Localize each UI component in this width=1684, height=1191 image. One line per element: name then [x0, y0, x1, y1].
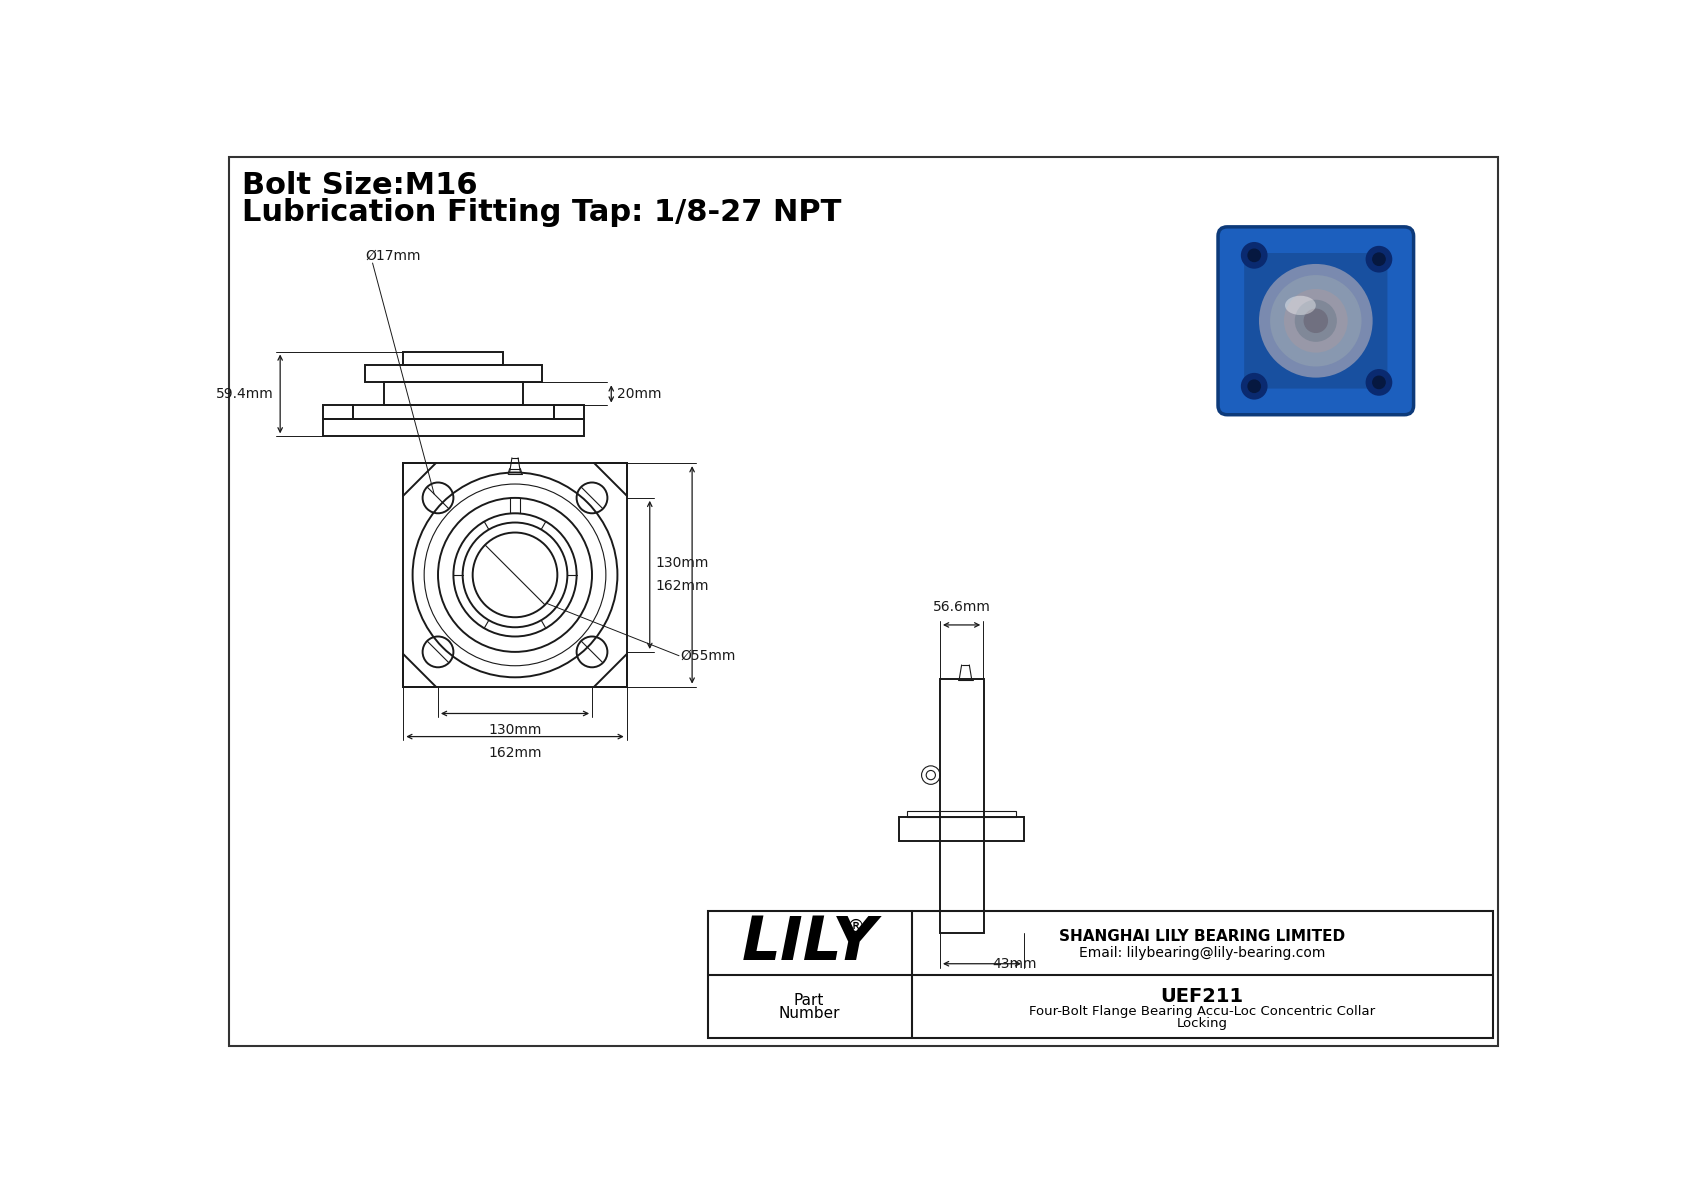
Text: 130mm: 130mm — [657, 556, 709, 570]
Circle shape — [1367, 370, 1391, 394]
Bar — [323, 419, 584, 436]
Text: Bolt Size:M16: Bolt Size:M16 — [242, 170, 477, 200]
Bar — [404, 463, 626, 686]
Bar — [384, 382, 522, 405]
Text: 130mm: 130mm — [488, 723, 542, 737]
Text: ®: ® — [847, 918, 864, 936]
Circle shape — [1241, 243, 1266, 268]
Circle shape — [1372, 376, 1386, 388]
Bar — [365, 366, 542, 382]
Text: Ø55mm: Ø55mm — [680, 649, 736, 662]
Circle shape — [1248, 380, 1260, 392]
Text: Four-Bolt Flange Bearing Accu-Loc Concentric Collar: Four-Bolt Flange Bearing Accu-Loc Concen… — [1029, 1005, 1374, 1018]
Text: Email: lilybearing@lily-bearing.com: Email: lilybearing@lily-bearing.com — [1079, 946, 1325, 960]
Bar — [908, 811, 1015, 817]
Text: 56.6mm: 56.6mm — [933, 600, 990, 615]
Ellipse shape — [1285, 295, 1315, 314]
Circle shape — [1285, 289, 1347, 351]
Text: 162mm: 162mm — [488, 746, 542, 760]
Text: Number: Number — [778, 1005, 840, 1021]
Bar — [354, 405, 554, 419]
Bar — [899, 817, 1024, 841]
Circle shape — [1305, 310, 1327, 332]
Circle shape — [1241, 374, 1266, 399]
Circle shape — [1260, 266, 1371, 376]
Text: Lubrication Fitting Tap: 1/8-27 NPT: Lubrication Fitting Tap: 1/8-27 NPT — [242, 198, 840, 226]
Text: 43mm: 43mm — [992, 956, 1037, 971]
Text: Ø17mm: Ø17mm — [365, 249, 421, 263]
Text: 162mm: 162mm — [657, 580, 709, 593]
Text: 20mm: 20mm — [618, 387, 662, 401]
Text: LILY: LILY — [741, 915, 877, 973]
Text: Part: Part — [793, 993, 825, 1009]
Text: UEF211: UEF211 — [1160, 986, 1243, 1005]
Text: 59.4mm: 59.4mm — [216, 387, 274, 401]
Bar — [940, 679, 983, 933]
Text: Locking: Locking — [1177, 1017, 1228, 1030]
Bar — [554, 405, 584, 419]
Circle shape — [1295, 301, 1335, 341]
Circle shape — [1372, 252, 1386, 266]
Circle shape — [1271, 276, 1361, 366]
Circle shape — [1367, 247, 1391, 272]
Circle shape — [1248, 249, 1260, 262]
Bar — [404, 351, 504, 366]
Bar — [323, 405, 354, 419]
Bar — [707, 911, 1494, 1039]
Text: SHANGHAI LILY BEARING LIMITED: SHANGHAI LILY BEARING LIMITED — [1059, 929, 1346, 943]
FancyBboxPatch shape — [1218, 226, 1413, 414]
FancyBboxPatch shape — [1244, 252, 1388, 388]
